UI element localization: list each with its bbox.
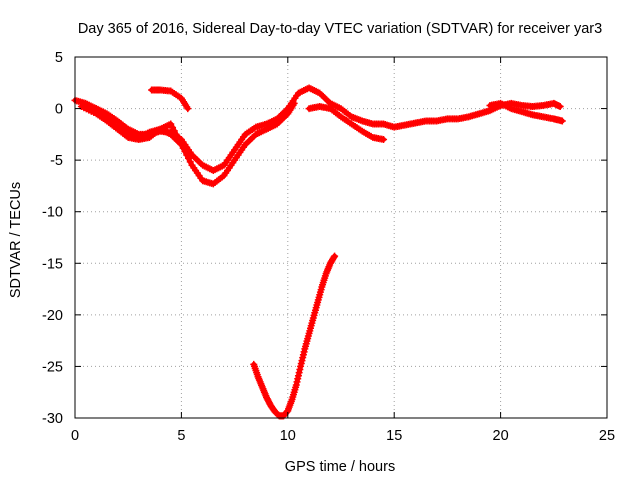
y-tick-label: 5: [55, 50, 63, 66]
series-layer: [71, 84, 566, 420]
y-tick-label: -30: [42, 411, 63, 427]
data-point: [556, 103, 564, 111]
x-tick-label: 15: [386, 428, 402, 444]
series-arc-mid-band: [305, 103, 388, 144]
series-arc-right-lower: [486, 99, 566, 125]
data-point: [558, 117, 566, 125]
y-tick-label: -5: [50, 153, 63, 169]
data-point: [177, 141, 185, 149]
y-tick-label: 0: [55, 102, 63, 118]
chart-title: Day 365 of 2016, Sidereal Day-to-day VTE…: [78, 21, 602, 37]
data-point: [331, 252, 339, 260]
x-tick-label: 5: [177, 428, 185, 444]
x-axis-label: GPS time / hours: [285, 459, 395, 475]
y-tick-label: -20: [42, 308, 63, 324]
x-tick-label: 25: [599, 428, 615, 444]
y-tick-label: -25: [42, 359, 63, 375]
data-point: [184, 105, 192, 113]
series-arc-v-dip: [250, 252, 339, 420]
y-tick-label: -15: [42, 256, 63, 272]
series-arc-left-drop: [82, 101, 185, 149]
data-point: [290, 99, 298, 107]
x-tick-label: 10: [280, 428, 296, 444]
plot-frame: [74, 56, 608, 419]
y-axis-label: SDTVAR / TECUs: [8, 182, 24, 298]
axis-layer: 0 5 10 15 20 25 5 0 -5 -10 -15 -20 -25 -30: [42, 50, 615, 444]
x-tick-label: 20: [493, 428, 509, 444]
x-tick-label: 0: [71, 428, 79, 444]
data-point: [380, 136, 388, 144]
y-tick-label: -10: [42, 205, 63, 221]
series-arc-short-top: [148, 86, 192, 113]
